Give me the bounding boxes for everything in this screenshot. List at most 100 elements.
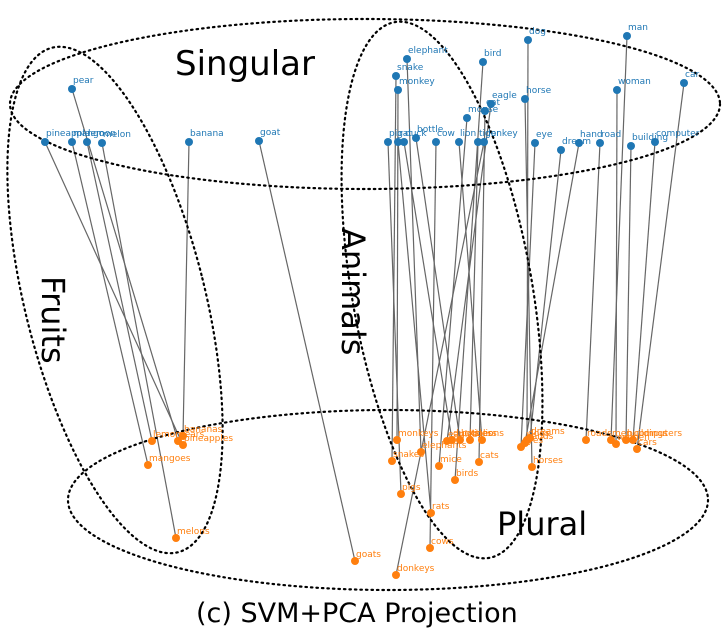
link-line-melon <box>101 142 177 539</box>
plural-point-goats <box>351 557 359 565</box>
singular-label-eagle: eagle <box>492 91 517 101</box>
plural-label-donkeys: donkeys <box>397 564 435 574</box>
fruits-label: Fruits <box>34 276 72 364</box>
singular-point-man <box>623 32 631 40</box>
link-line-cat <box>478 110 486 463</box>
singular-label-lion: lion <box>460 129 476 139</box>
plural-label-dreams: dreams <box>531 427 565 437</box>
singular-point-lemon <box>83 138 91 146</box>
singular-point-cow <box>432 138 440 146</box>
singular-label-building: building <box>632 133 668 143</box>
singular-label-dream: dream <box>562 137 591 147</box>
singular-label-duck: duck <box>405 129 427 139</box>
link-line-elephant <box>406 58 422 453</box>
plural-label-eyes: eyes <box>522 436 543 446</box>
plural-point-melons <box>172 534 180 542</box>
plural-point-roads <box>582 436 590 444</box>
plural-label-monkeys: monkeys <box>398 429 439 439</box>
link-lines <box>44 35 685 576</box>
singular-label-monkey: monkey <box>399 77 435 87</box>
plural-point-rats <box>427 509 435 517</box>
singular-label-pineapple: pineapple <box>46 129 91 139</box>
plural-label: Plural <box>497 505 587 543</box>
plural-label-cows: cows <box>431 537 454 547</box>
singular-label-bottle: bottle <box>417 125 444 135</box>
singular-label-lemon: lemon <box>88 129 116 139</box>
singular-point-dream <box>557 146 565 154</box>
singular-point-tiger <box>474 138 482 146</box>
plural-point-snakes <box>388 457 396 465</box>
singular-point-monkey <box>394 86 402 94</box>
singular-point-horse <box>521 95 529 103</box>
singular-label-melon: melon <box>103 130 131 140</box>
fruits-region <box>6 45 224 555</box>
plural-label-lions: lions <box>483 429 504 439</box>
plural-point-lemons <box>148 437 156 445</box>
singular-point-dog <box>524 36 532 44</box>
link-line-goat <box>258 140 356 562</box>
plural-point-tigers <box>466 436 474 444</box>
plural-label-women: women <box>617 433 650 443</box>
singular-label-horse: horse <box>526 86 552 96</box>
plural-label-birds: birds <box>456 469 478 479</box>
plural-point-ducks <box>448 436 456 444</box>
singular-point-bottle <box>412 134 420 142</box>
animals-label: Animals <box>334 228 372 355</box>
plural-point-bananas <box>179 432 187 440</box>
singular-point-goat <box>255 137 263 145</box>
singular-point-building <box>627 142 635 150</box>
singular-point-banana <box>185 138 193 146</box>
plural-label-pineapples: pineapples <box>184 434 233 444</box>
plural-label-dogs: dogs <box>528 429 550 439</box>
plural-label-ducks: ducks <box>453 429 480 439</box>
plural-label-bottles: bottles <box>461 429 492 439</box>
singular-label-road: road <box>601 130 621 140</box>
singular-label-mouse: mouse <box>468 105 499 115</box>
link-line-tiger <box>469 141 479 441</box>
link-line-building <box>625 145 632 441</box>
singular-point-pig <box>384 138 392 146</box>
plural-label-hands: hands <box>526 432 554 442</box>
plural-point-mangoes <box>144 461 152 469</box>
plural-region <box>66 408 710 592</box>
plural-point-donkeys <box>392 571 400 579</box>
link-line-computer <box>632 141 656 441</box>
singular-label-hand: hand <box>580 130 603 140</box>
plural-label-roads: roads <box>587 429 612 439</box>
singular-label-man: man <box>628 23 648 33</box>
plural-point-dreams <box>526 434 534 442</box>
plural-label-rats: rats <box>432 502 450 512</box>
singular-point-elephant <box>403 55 411 63</box>
plural-label-computers: computers <box>634 429 682 439</box>
singular-label-elephant: elephant <box>408 46 448 56</box>
points-layer <box>41 32 688 579</box>
link-line-lemon <box>86 141 153 442</box>
singular-label-woman: woman <box>618 77 651 87</box>
plural-label-elephants: elephants <box>422 441 467 451</box>
singular-point-bird <box>479 58 487 66</box>
singular-point-mango <box>68 138 76 146</box>
singular-label-mango: mango <box>73 129 105 139</box>
singular-label-bird: bird <box>484 49 501 59</box>
singular-point-eye <box>531 139 539 147</box>
plural-point-hands <box>521 439 529 447</box>
link-line-banana <box>182 141 190 437</box>
singular-point-lion <box>455 138 463 146</box>
singular-label-dog: dog <box>529 27 546 37</box>
link-line-eye <box>520 142 536 448</box>
singular-label-pear: pear <box>73 76 94 86</box>
plural-point-women <box>612 440 620 448</box>
singular-point-mouse <box>463 114 471 122</box>
plural-point-computers <box>629 436 637 444</box>
plural-label-tigers: tigers <box>471 429 497 439</box>
singular-point-pear <box>68 85 76 93</box>
singular-label-pig: pig <box>389 129 403 139</box>
plural-label-cats: cats <box>480 451 499 461</box>
singular-point-pineapple <box>41 138 49 146</box>
singular-label-car: car <box>685 70 699 80</box>
plural-label-cars: cars <box>638 438 657 448</box>
plural-label-snakes: snakes <box>393 450 424 460</box>
singular-point-woman <box>613 86 621 94</box>
link-line-hand <box>524 142 580 444</box>
labels-layer: pear pears pineapple pineapples mango mangoes… <box>46 23 700 574</box>
